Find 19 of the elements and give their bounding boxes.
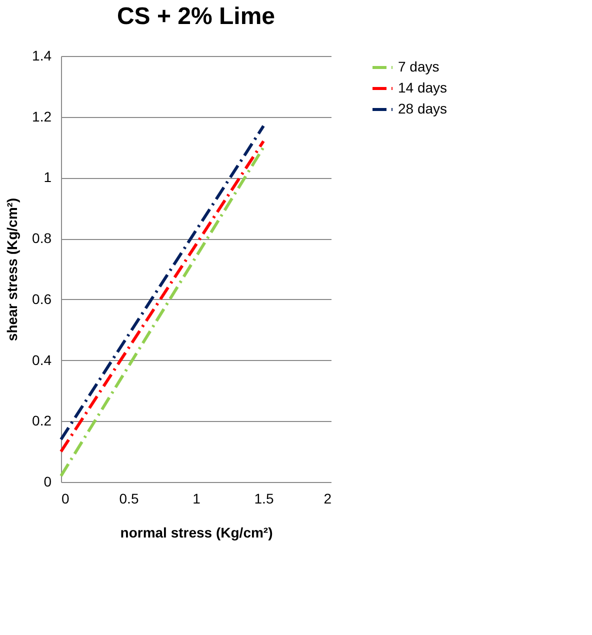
y-tick-label: 1.2 (32, 108, 52, 124)
x-tick-label: 1 (192, 490, 201, 506)
legend-label: 28 days (398, 100, 448, 116)
y-tick-label: 0.8 (32, 230, 52, 246)
y-tick-label: 0.6 (32, 290, 52, 307)
x-axis-title: normal stress (Kg/cm²) (120, 524, 273, 540)
x-tick-label: 0.5 (119, 490, 139, 506)
x-tick-label: 0 (62, 490, 70, 506)
x-tick-label: 2 (324, 490, 332, 506)
y-tick-label: 0.4 (32, 352, 52, 368)
legend-label: 7 days (398, 58, 440, 74)
y-tick-label: 0 (44, 474, 52, 490)
x-tick-label: 1.5 (254, 490, 274, 506)
legend-label: 14 days (398, 80, 448, 96)
chart-title: CS + 2% Lime (116, 3, 276, 30)
y-axis-title: shear stress (Kg/cm²) (4, 198, 20, 342)
y-tick-label: 1.4 (32, 48, 52, 64)
y-tick-label: 1 (44, 169, 52, 186)
y-tick-label: 0.2 (32, 412, 52, 429)
